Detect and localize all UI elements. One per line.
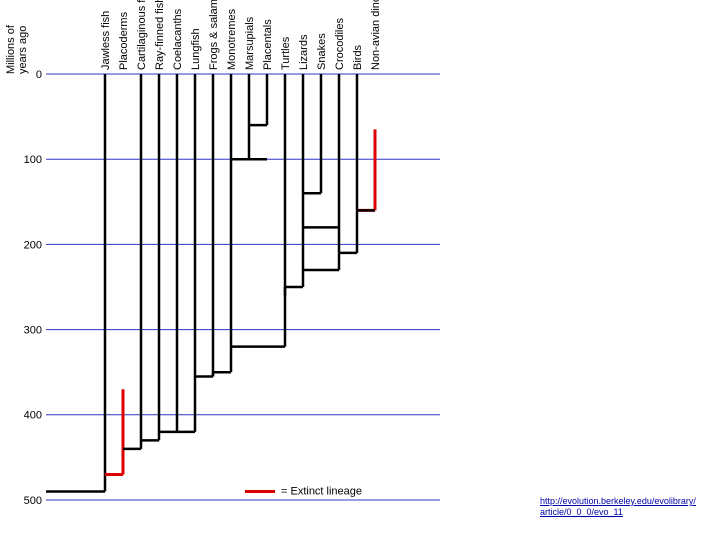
y-tick-label: 0 xyxy=(36,69,42,81)
y-tick-label: 400 xyxy=(24,410,42,422)
y-axis-label: years ago xyxy=(17,26,29,74)
taxon-label: Monotremes xyxy=(226,8,238,70)
taxon-label: Placentals xyxy=(262,19,274,70)
taxon-label: Placoderms xyxy=(118,11,130,70)
taxon-label: Jawless fish xyxy=(100,11,112,70)
taxon-label: Crocodiles xyxy=(334,18,346,70)
taxon-label: Ray-finned fish xyxy=(154,0,166,70)
phylogeny-figure: Millions ofyears ago 0 100 200 300 400 500 Jawl… xyxy=(0,0,720,540)
taxon-label: Non-avian dinosaurs xyxy=(370,0,382,70)
taxon-label: Coelacanths xyxy=(172,8,184,70)
y-tick-label: 100 xyxy=(24,154,42,166)
taxon-label: Cartilaginous fish xyxy=(136,0,148,70)
y-tick-label: 300 xyxy=(24,325,42,337)
taxon-label: Lizards xyxy=(298,34,310,70)
taxon-label: Marsupials xyxy=(244,16,256,70)
taxon-label: Birds xyxy=(352,44,364,70)
y-tick-label: 200 xyxy=(24,239,42,251)
y-tick-label: 500 xyxy=(24,495,42,507)
phylogeny-svg: Millions ofyears ago 0 100 200 300 400 500 Jawl… xyxy=(0,0,720,540)
y-axis-label: Millions of xyxy=(5,24,17,74)
legend-label: = Extinct lineage xyxy=(281,485,362,497)
source-link[interactable]: http://evolution.berkeley.edu/evolibrary… xyxy=(540,496,700,518)
taxon-label: Snakes xyxy=(316,33,328,70)
taxon-label: Frogs & salamanders xyxy=(208,0,220,70)
taxon-label: Turtles xyxy=(280,36,292,70)
taxon-label: Lungfish xyxy=(190,28,202,70)
